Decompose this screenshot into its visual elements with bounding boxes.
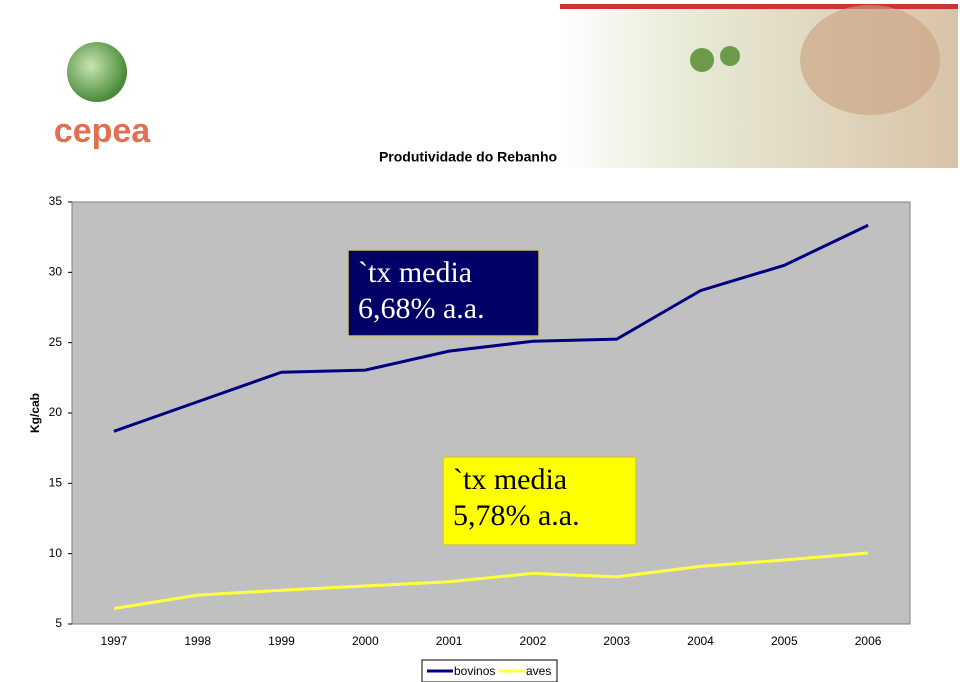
logo-globe [67,42,127,102]
x-tick-label: 2003 [603,634,630,648]
photo-leaf [720,46,740,66]
annotation-box [442,456,637,546]
photo-leaf [690,48,714,72]
x-tick-label: 2004 [687,634,714,648]
x-tick-label: 2005 [771,634,798,648]
header-stripe [560,4,958,9]
legend-label: aves [526,664,551,678]
series-line [113,551,869,611]
photo-face [800,5,940,115]
annotation-text: 5,78% a.a. [453,499,580,532]
x-tick-label: 1999 [268,634,295,648]
series-line [113,223,869,433]
x-tick-label: 1997 [101,634,128,648]
y-tick-label: 30 [49,265,63,279]
annotation-text: 6,68% a.a. [358,292,485,325]
y-axis-label: Kg/cab [28,393,42,433]
x-tick-label: 2000 [352,634,379,648]
legend-label: bovinos [454,664,495,678]
chart-title: Produtividade do Rebanho [379,149,557,165]
y-tick-label: 15 [49,476,63,490]
y-tick-label: 10 [49,546,63,560]
annotation-text: `tx media [358,256,472,289]
annotation-text: `tx media [453,463,567,496]
x-tick-label: 1998 [184,634,211,648]
x-tick-label: 2001 [436,634,463,648]
x-tick-label: 2002 [520,634,547,648]
y-tick-label: 25 [49,335,63,349]
y-tick-label: 5 [55,616,62,630]
legend-box [421,659,558,682]
y-tick-label: 20 [49,405,63,419]
annotation-box [347,249,540,337]
logo-text: cepea [54,112,151,150]
y-tick-label: 35 [49,194,63,208]
x-tick-label: 2006 [855,634,882,648]
